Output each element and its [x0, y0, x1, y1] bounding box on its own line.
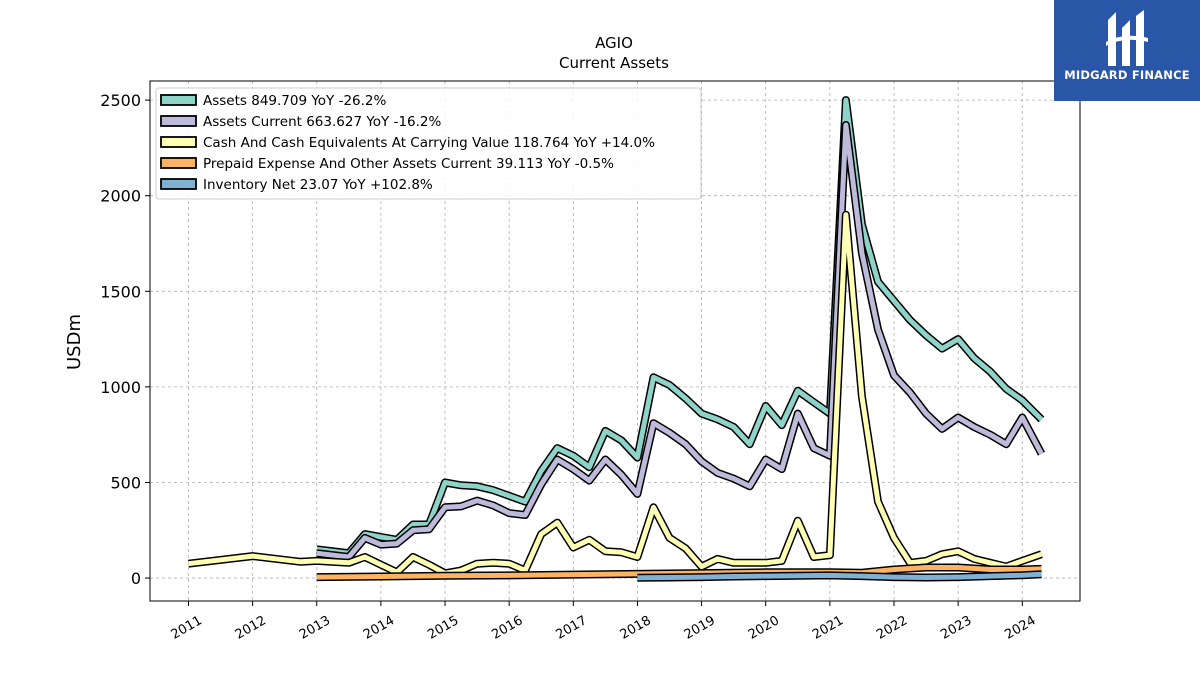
brand-logo: MIDGARD FINANCE [1054, 0, 1200, 101]
legend-entry: Assets Current 663.627 YoY -16.2% [203, 114, 442, 130]
legend-entry: Inventory Net 23.07 YoY +102.8% [203, 177, 433, 193]
logo-text: MIDGARD FINANCE [1054, 68, 1200, 82]
legend-swatch [161, 137, 196, 147]
x-axis-ticks: 2011 2012 2013 2014 2015 2016 2017 2018 2019 2020… [169, 601, 1039, 643]
x-tick-label: 2021 [810, 613, 846, 643]
legend-entry: Cash And Cash Equivalents At Carrying Va… [203, 135, 655, 151]
legend-swatch [161, 95, 196, 105]
legend-entry: Assets 849.709 YoY -26.2% [203, 93, 387, 109]
chart-title: AGIO [595, 34, 633, 52]
x-tick-label: 2019 [682, 613, 718, 643]
x-tick-label: 2011 [169, 613, 205, 643]
y-tick-label: 1000 [100, 378, 141, 397]
x-tick-label: 2020 [746, 613, 782, 643]
y-tick-label: 2000 [100, 187, 141, 206]
y-tick-label: 0 [131, 569, 141, 588]
x-tick-label: 2015 [425, 613, 461, 643]
legend-entry: Prepaid Expense And Other Assets Current… [203, 156, 614, 172]
x-tick-label: 2012 [233, 613, 269, 643]
chart: 05001000150020002500 2011 2012 2013 2014 201… [0, 0, 1200, 675]
x-tick-label: 2016 [489, 613, 525, 643]
y-tick-label: 1500 [100, 282, 141, 301]
y-axis-ticks: 0 500 1000 1500 2000 2500 [100, 91, 150, 588]
x-tick-label: 2014 [361, 613, 397, 643]
x-tick-label: 2022 [874, 613, 910, 643]
x-tick-label: 2017 [553, 613, 589, 643]
series-line [637, 574, 1041, 578]
legend-swatch [161, 116, 196, 126]
y-tick-label: 500 [110, 473, 141, 492]
x-tick-label: 2013 [297, 613, 333, 643]
x-tick-label: 2024 [1002, 613, 1038, 643]
chart-subtitle: Current Assets [559, 54, 669, 72]
x-tick-label: 2023 [938, 613, 974, 643]
legend: Assets 849.709 YoY -26.2% Assets Current … [156, 88, 701, 199]
legend-swatch [161, 158, 196, 168]
legend-swatch [161, 179, 196, 189]
series-4 [637, 574, 1041, 578]
y-tick-label: 2500 [100, 91, 141, 110]
x-tick-label: 2018 [618, 613, 654, 643]
logo-mark-icon [1102, 8, 1152, 68]
y-axis-label: USDm [64, 314, 85, 370]
